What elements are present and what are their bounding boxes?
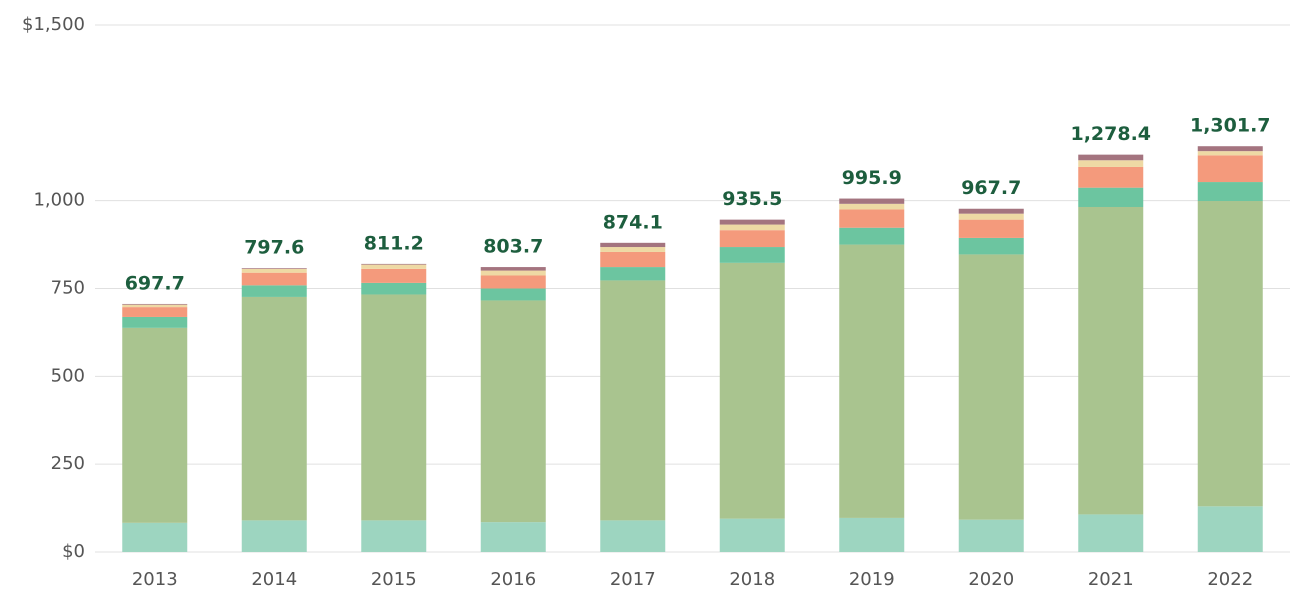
- bar-segment: [241, 285, 307, 297]
- bar-segment: [241, 520, 307, 552]
- bar-segment: [958, 237, 1024, 255]
- bar-segment: [480, 275, 546, 289]
- bar-segment: [839, 517, 905, 552]
- bar-segment: [958, 219, 1024, 238]
- bar-segment: [122, 303, 188, 305]
- bar-segment: [958, 519, 1024, 552]
- bar-segment: [719, 230, 785, 248]
- bar-segment: [361, 282, 427, 295]
- x-tick-label: 2020: [968, 569, 1014, 590]
- bar-segment: [958, 213, 1024, 220]
- bar-segment: [600, 267, 666, 281]
- y-tick-label: $1,500: [22, 14, 85, 35]
- bar-segment: [122, 304, 188, 308]
- total-label: 967.7: [961, 177, 1021, 199]
- total-label: 697.7: [125, 272, 185, 294]
- bar-segment: [958, 208, 1024, 214]
- bar-segment: [1078, 160, 1144, 167]
- bar-segment: [1197, 155, 1263, 183]
- bar-segment: [839, 198, 905, 204]
- y-tick-label: 1,000: [33, 190, 85, 211]
- x-tick-label: 2013: [132, 569, 178, 590]
- bar-segment: [480, 288, 546, 301]
- y-tick-label: $0: [62, 541, 85, 562]
- bar-segment: [600, 280, 666, 521]
- total-label: 935.5: [722, 188, 782, 210]
- bar-segment: [480, 300, 546, 523]
- total-label: 995.9: [842, 167, 902, 189]
- x-tick-label: 2018: [729, 569, 775, 590]
- y-tick-label: 500: [51, 365, 85, 386]
- x-tick-label: 2022: [1207, 569, 1253, 590]
- bar-segment: [361, 268, 427, 283]
- bar-segment: [1078, 166, 1144, 188]
- bar-segment: [1197, 146, 1263, 152]
- bar-segment: [122, 316, 188, 328]
- bar-segment: [839, 244, 905, 518]
- bar-segment: [122, 522, 188, 552]
- total-label: 811.2: [364, 232, 424, 254]
- bar-segment: [361, 264, 427, 269]
- bar-segment: [480, 270, 546, 276]
- bar-segment: [1078, 187, 1144, 207]
- bar-segment: [1078, 514, 1144, 552]
- total-label: 797.6: [244, 237, 304, 259]
- bar-segment: [1078, 206, 1144, 515]
- bar-segment: [600, 247, 666, 252]
- bar-segment: [361, 520, 427, 552]
- bar-segment: [241, 268, 307, 273]
- bar-segment: [600, 242, 666, 248]
- bar-segment: [1197, 506, 1263, 552]
- bar-segment: [361, 263, 427, 265]
- bar-segment: [480, 522, 546, 552]
- bar-segment: [1197, 151, 1263, 156]
- bar-segment: [719, 247, 785, 263]
- bar-segment: [1078, 154, 1144, 161]
- bar-segment: [839, 227, 905, 245]
- bar-segment: [1197, 182, 1263, 202]
- bar-segment: [241, 272, 307, 286]
- x-tick-label: 2017: [610, 569, 656, 590]
- bar-segment: [839, 209, 905, 228]
- x-tick-label: 2014: [251, 569, 297, 590]
- bar-segment: [122, 307, 188, 317]
- bar-segment: [241, 296, 307, 521]
- bar-segment: [361, 294, 427, 521]
- x-tick-label: 2019: [849, 569, 895, 590]
- bar-segment: [719, 262, 785, 519]
- bar-segment: [1197, 201, 1263, 507]
- total-label: 1,278.4: [1070, 123, 1151, 145]
- bar-segment: [122, 327, 188, 523]
- total-label: 803.7: [483, 236, 543, 258]
- y-tick-label: 750: [51, 278, 85, 299]
- y-tick-label: 250: [51, 453, 85, 474]
- bar-segment: [958, 254, 1024, 520]
- bar-segment: [719, 219, 785, 225]
- bar-segment: [600, 520, 666, 552]
- total-label: 1,301.7: [1190, 115, 1271, 137]
- bar-segment: [480, 267, 546, 271]
- bar-segment: [719, 518, 785, 552]
- bar-segment: [719, 224, 785, 231]
- bar-segment: [839, 203, 905, 210]
- x-tick-label: 2016: [490, 569, 536, 590]
- bar-segment: [241, 268, 307, 269]
- bar-segment: [600, 251, 666, 268]
- x-tick-label: 2015: [371, 569, 417, 590]
- total-label: 874.1: [603, 211, 663, 233]
- x-tick-label: 2021: [1088, 569, 1134, 590]
